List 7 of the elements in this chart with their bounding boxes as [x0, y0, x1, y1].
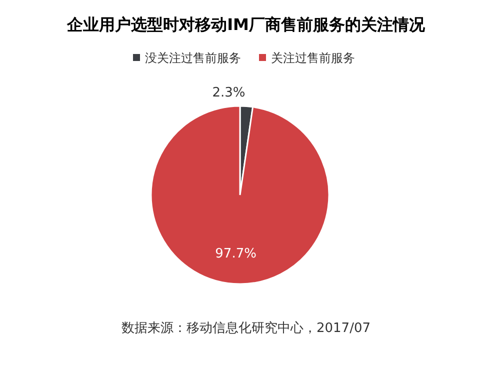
data-label: 97.7% [215, 246, 256, 262]
data-label: 2.3% [212, 85, 246, 100]
source-note: 数据来源：移动信息化研究中心，2017/07 [121, 320, 371, 336]
chart-title: 企业用户选型时对移动IM厂商售前服务的关注情况 [66, 15, 426, 34]
legend-label: 关注过售前服务 [271, 51, 355, 65]
pie-slice [150, 105, 330, 285]
legend-label: 没关注过售前服务 [145, 51, 241, 65]
